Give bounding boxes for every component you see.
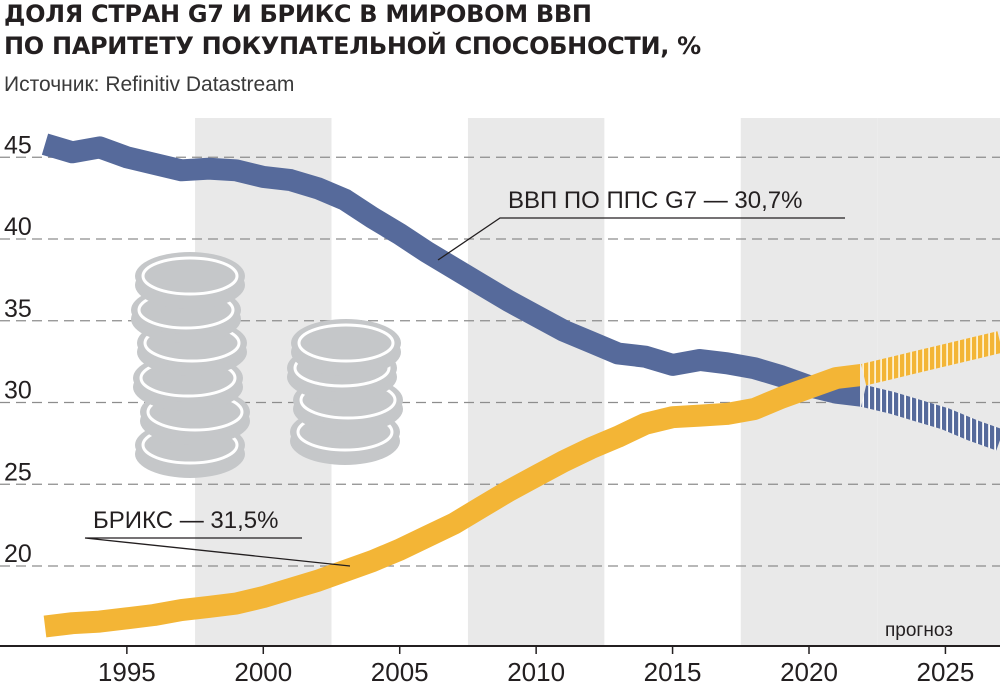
- coin-icon: [291, 319, 401, 376]
- coin-stack-icon: [131, 252, 403, 478]
- x-tick-label: 1995: [98, 657, 156, 687]
- x-tick-label: 2015: [644, 657, 702, 687]
- series-forecast-g7: [861, 385, 1000, 451]
- chart-title-line-2: ПО ПАРИТЕТУ ПОКУПАТЕЛЬНОЙ СПОСОБНОСТИ, %: [4, 32, 701, 60]
- series-forecast-brics: [861, 331, 1000, 386]
- coin-icon: [135, 252, 245, 309]
- y-tick-label: 20: [4, 540, 32, 568]
- x-tick-label: 2005: [371, 657, 429, 687]
- y-tick-label: 25: [4, 458, 32, 486]
- series-label-brics: БРИКС — 31,5%: [93, 507, 278, 534]
- leader-line-brics: [84, 537, 351, 567]
- y-tick-label: 35: [4, 295, 32, 323]
- y-tick-label: 45: [4, 131, 32, 159]
- source-note: Источник: Refinitiv Datastream: [4, 73, 295, 96]
- x-tick-label: 2010: [507, 657, 565, 687]
- series-lines: [41, 133, 1000, 638]
- chart-title-line-1: ДОЛЯ СТРАН G7 И БРИКС В МИРОВОМ ВВП: [4, 0, 592, 28]
- forecast-band: [877, 118, 1000, 646]
- x-tick-label: 2020: [780, 657, 838, 687]
- forecast-label: прогноз: [885, 620, 953, 641]
- y-tick-label: 30: [4, 377, 32, 405]
- year-band-1: [467, 118, 605, 646]
- series-labels: ВВП ПО ППС G7 — 30,7% БРИКС — 31,5%: [84, 187, 845, 567]
- series-line-g7: [41, 133, 860, 407]
- series-line-brics: [43, 364, 860, 638]
- x-tick-label: 2025: [917, 657, 975, 687]
- series-label-g7: ВВП ПО ППС G7 — 30,7%: [508, 187, 802, 214]
- y-tick-label: 40: [4, 213, 32, 241]
- x-tick-label: 2000: [234, 657, 292, 687]
- leader-line-g7: [437, 217, 845, 261]
